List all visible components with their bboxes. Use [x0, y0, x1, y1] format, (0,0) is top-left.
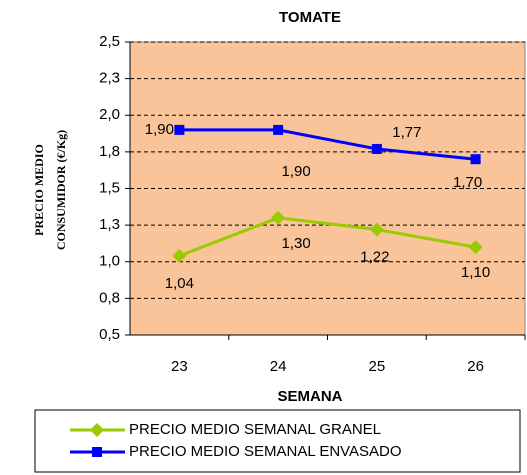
y-tick-label: 1,5	[99, 179, 120, 196]
x-tick-label: 26	[467, 358, 484, 375]
data-label: 1,04	[165, 275, 194, 292]
x-axis-title: SEMANA	[277, 388, 342, 405]
series-line	[178, 216, 476, 258]
y-tick-label: 2,5	[99, 33, 120, 50]
y-axis-title-line: PRECIO MEDIO	[32, 144, 46, 236]
y-tick-label: 1,0	[99, 253, 120, 270]
marker	[174, 124, 185, 135]
marker	[172, 248, 187, 263]
y-tick-label: 2,0	[99, 106, 120, 123]
y-tick-label: 1,3	[99, 216, 120, 233]
y-axis-title: PRECIO MEDIO CONSUMIDOR (€/Kg)	[32, 130, 68, 250]
x-tick-label: 24	[270, 358, 287, 375]
marker	[92, 447, 102, 457]
data-label: 1,30	[282, 235, 311, 252]
marker	[470, 154, 481, 165]
y-tick-label: 1,8	[99, 143, 120, 160]
legend	[34, 409, 521, 473]
marker	[468, 240, 483, 255]
x-tick-label: 23	[171, 358, 188, 375]
data-label: 1,90	[282, 163, 311, 180]
data-label: 1,22	[360, 248, 389, 265]
y-tick-label: 2,3	[99, 70, 120, 87]
legend-label: PRECIO MEDIO SEMANAL GRANEL	[129, 421, 381, 438]
data-label: 1,77	[392, 124, 421, 141]
data-label: 1,70	[453, 174, 482, 191]
series-line	[179, 128, 476, 161]
legend-label: PRECIO MEDIO SEMANAL ENVASADO	[129, 443, 402, 460]
marker	[369, 222, 384, 237]
marker	[273, 124, 284, 135]
y-axis-title-line: CONSUMIDOR (€/Kg)	[54, 130, 68, 250]
x-tick-label: 25	[369, 358, 386, 375]
marker	[271, 210, 286, 225]
y-tick-label: 0,5	[99, 326, 120, 343]
marker	[90, 423, 104, 437]
marker	[371, 143, 382, 154]
data-label: 1,90	[145, 121, 174, 138]
data-label: 1,10	[461, 264, 490, 281]
y-tick-label: 0,8	[99, 289, 120, 306]
chart-title: TOMATE	[279, 9, 341, 26]
